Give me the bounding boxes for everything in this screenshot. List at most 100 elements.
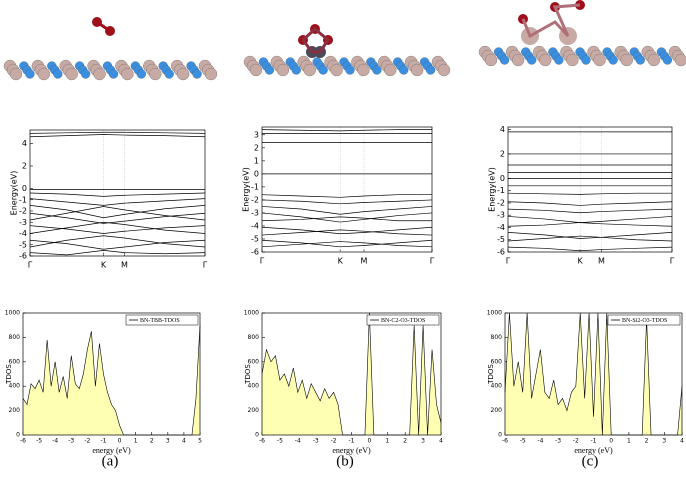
x-tick-label: Γ	[260, 257, 265, 266]
y-tick-label: 0	[498, 432, 502, 439]
x-tick-label: -2	[331, 438, 337, 445]
legend-box	[366, 314, 440, 326]
x-tick-label: 0	[118, 438, 122, 445]
y-tick-label: -4	[497, 223, 505, 232]
chart: -6 -5 -4 -3 -2 -1 0 2 4 Γ K M Γ Energy(eV)	[488, 125, 675, 266]
atom	[674, 53, 686, 67]
y-tick-label: 400	[491, 383, 503, 390]
y-tick-label: 2	[254, 143, 259, 152]
y-tick-label: 1000	[487, 310, 502, 317]
y-tick-label: 200	[9, 407, 21, 414]
atom	[192, 69, 202, 79]
y-tick-label: 1000	[244, 310, 259, 317]
y-tick-label: -5	[497, 235, 505, 244]
atom	[384, 63, 397, 77]
y-axis-label: Energy(eV)	[10, 171, 19, 216]
x-tick-label: 2	[645, 438, 649, 445]
legend-label: BN-C2-O3-TDOS	[381, 318, 425, 324]
x-tick-label: -3	[68, 438, 74, 445]
atom	[511, 53, 525, 67]
band-line	[507, 201, 673, 206]
x-tick-label: 1	[385, 438, 389, 445]
y-tick-label: -3	[19, 218, 27, 227]
y-tick-label: 800	[9, 334, 21, 341]
y-tick-label: 200	[491, 407, 503, 414]
y-tick-label: 600	[9, 358, 21, 365]
band-line	[507, 192, 672, 195]
atom	[80, 69, 91, 79]
x-tick-label: -2	[573, 438, 579, 445]
y-tick-label: 2	[500, 149, 505, 158]
atom	[372, 65, 382, 75]
atom	[608, 55, 618, 65]
band-line	[507, 222, 673, 227]
y-tick-label: -6	[19, 252, 27, 261]
y-tick-label: -5	[19, 240, 27, 249]
x-tick-label: M	[361, 257, 368, 266]
y-tick-label: -3	[497, 211, 505, 220]
band-line	[29, 192, 206, 197]
molecule-structures	[3, 0, 686, 81]
atom	[318, 65, 328, 75]
atom	[53, 69, 63, 79]
atom	[121, 67, 134, 81]
y-tick-label: 0	[255, 432, 259, 439]
atom	[93, 67, 106, 81]
x-tick-label: -1	[100, 438, 106, 445]
y-tick-label: 4	[22, 139, 27, 148]
bond	[301, 27, 330, 54]
y-tick-label: -3	[251, 208, 259, 217]
plot-frame	[507, 126, 673, 253]
atom	[425, 65, 436, 75]
plot-frame	[22, 312, 201, 436]
atom	[204, 67, 218, 81]
x-tick-label: M	[598, 257, 605, 266]
atom	[345, 65, 355, 75]
x-tick-label: K	[578, 257, 584, 266]
band-line	[29, 206, 206, 221]
atom	[635, 55, 645, 65]
y-tick-label: 4	[500, 125, 505, 134]
bond	[521, 3, 581, 39]
y-tick-label: 600	[248, 358, 260, 365]
x-tick-label: -4	[295, 438, 301, 445]
atom	[9, 67, 23, 81]
x-tick-label: Γ	[430, 257, 435, 266]
x-tick-label: 0	[609, 438, 613, 445]
band-line	[29, 198, 206, 206]
band-line	[29, 225, 206, 234]
x-tick-label: 4	[439, 438, 443, 445]
y-axis-label: Energy(eV)	[488, 167, 497, 212]
y-tick-label: -5	[251, 234, 259, 243]
y-tick-label: -2	[19, 207, 27, 216]
x-tick-label: -6	[20, 438, 26, 445]
y-tick-label: -4	[251, 221, 259, 230]
band-line	[507, 208, 673, 214]
x-tick-label: -1	[349, 438, 355, 445]
x-tick-label: 3	[421, 438, 425, 445]
atom	[303, 63, 316, 77]
x-tick-label: 3	[662, 438, 666, 445]
chart: 0 200 400 600 800 1000 -6 -5 -4 -3 -2 -1 0 1 2 3 4 TDOS en…	[487, 310, 684, 455]
band-line	[29, 131, 206, 134]
atom	[566, 53, 579, 67]
y-tick-label: 800	[491, 334, 503, 341]
x-tick-label: 4	[680, 438, 684, 445]
band-line	[29, 212, 206, 224]
y-tick-label: 0	[254, 169, 259, 178]
band-line	[507, 216, 673, 223]
band-line	[507, 232, 673, 239]
caption: (c)	[582, 453, 599, 469]
y-tick-label: 400	[248, 383, 260, 390]
atom	[357, 63, 370, 77]
x-tick-label: Γ	[506, 257, 511, 266]
plot-frame	[261, 312, 442, 436]
y-tick-label: 3	[254, 130, 259, 139]
dos-area	[262, 313, 441, 435]
atom	[581, 55, 591, 65]
y-tick-label: -1	[497, 186, 505, 195]
plot-frame	[261, 126, 433, 253]
band-line	[29, 239, 206, 250]
plot-frame	[504, 312, 683, 436]
band-line	[261, 239, 433, 248]
